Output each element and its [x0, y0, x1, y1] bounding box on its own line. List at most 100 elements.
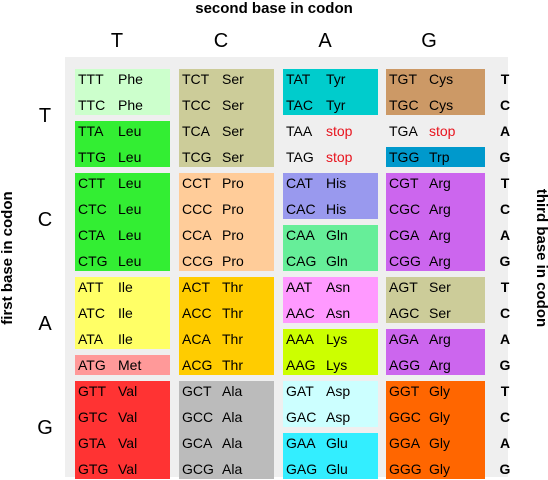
codon-label: AGA	[389, 331, 419, 347]
codon-cell-ctt: CTT Leu	[75, 173, 170, 199]
codon-cell-gat: GAT Asp	[283, 381, 378, 407]
amino-acid-label: Ile	[118, 279, 133, 295]
codon-label: GAA	[286, 435, 316, 451]
third-base-label-c-a: A	[499, 227, 511, 243]
amino-acid-label: Arg	[429, 227, 451, 243]
codon-label: CTA	[78, 227, 105, 243]
amino-acid-label: Gly	[429, 435, 450, 451]
codon-label: CCA	[182, 227, 212, 243]
amino-acid-label: Glu	[326, 461, 348, 477]
codon-cell-aag: AAG Lys	[283, 355, 378, 375]
amino-acid-label: Leu	[118, 149, 142, 165]
codon-cell-tcg: TCG Ser	[179, 147, 274, 167]
codon-cell-gaa: GAA Glu	[283, 433, 378, 459]
codon-cell-tgg: TGG Trp	[386, 147, 485, 167]
codon-label: TCC	[182, 97, 211, 113]
third-base-label-a-c: C	[499, 305, 511, 321]
second-base-header-a: A	[318, 30, 332, 52]
codon-cell-tca: TCA Ser	[179, 121, 274, 147]
codon-cell-acc: ACC Thr	[179, 303, 274, 329]
codon-cell-cta: CTA Leu	[75, 225, 170, 251]
amino-acid-label: Arg	[429, 357, 451, 373]
codon-cell-taa: TAA stop	[283, 121, 378, 141]
codon-label: ACA	[182, 331, 211, 347]
codon-label: TAA	[286, 123, 313, 139]
codon-cell-ttg: TTG Leu	[75, 147, 170, 167]
amino-acid-label: Leu	[118, 253, 142, 269]
third-base-label-c-t: T	[500, 175, 510, 191]
codon-label: CGA	[389, 227, 420, 243]
codon-label: CGT	[389, 175, 419, 191]
codon-label: GTA	[78, 435, 106, 451]
codon-cell-ccg: CCG Pro	[179, 251, 274, 271]
codon-cell-ggg: GGG Gly	[386, 459, 485, 479]
codon-label: GTT	[78, 383, 106, 399]
amino-acid-label: Thr	[222, 331, 243, 347]
amino-acid-label: Thr	[222, 357, 243, 373]
amino-acid-label: Arg	[429, 201, 451, 217]
amino-acid-label: Ala	[222, 435, 243, 451]
amino-acid-label: Tyr	[326, 71, 346, 87]
codon-label: TTT	[78, 71, 104, 87]
codon-label: TTA	[78, 123, 104, 139]
amino-acid-label: Thr	[222, 279, 243, 295]
third-base-label-t-a: A	[499, 123, 511, 139]
codon-cell-gga: GGA Gly	[386, 433, 485, 459]
codon-cell-tag: TAG stop	[283, 147, 378, 167]
amino-acid-label: Pro	[222, 253, 244, 269]
codon-cell-aac: AAC Asn	[283, 303, 378, 323]
codon-label: CAT	[286, 175, 313, 191]
codon-cell-gag: GAG Glu	[283, 459, 378, 479]
codon-cell-gtt: GTT Val	[75, 381, 170, 407]
codon-cell-aga: AGA Arg	[386, 329, 485, 355]
amino-acid-label: Met	[118, 357, 142, 373]
codon-cell-tct: TCT Ser	[179, 69, 274, 95]
codon-cell-aat: AAT Asn	[283, 277, 378, 303]
third-base-label-g-g: G	[499, 461, 511, 477]
codon-label: TGG	[389, 149, 420, 165]
codon-label: TAG	[286, 149, 314, 165]
amino-acid-label: Ile	[118, 305, 133, 321]
codon-label: GGA	[389, 435, 421, 451]
amino-acid-label: Ala	[222, 383, 243, 399]
codon-cell-atg: ATG Met	[75, 355, 170, 375]
codon-label: CCC	[182, 201, 213, 217]
amino-acid-label: Ser	[222, 71, 244, 87]
amino-acid-label: Leu	[118, 201, 142, 217]
codon-cell-tat: TAT Tyr	[283, 69, 378, 95]
codon-cell-cga: CGA Arg	[386, 225, 485, 251]
second-base-header-c: C	[213, 30, 229, 52]
codon-label: GCT	[182, 383, 212, 399]
second-base-header-g: G	[421, 30, 437, 52]
codon-label: ACT	[182, 279, 210, 295]
codon-label: AGT	[389, 279, 418, 295]
third-base-label-g-t: T	[500, 383, 510, 399]
codon-label: CAA	[286, 227, 315, 243]
amino-acid-label: Ser	[222, 149, 244, 165]
amino-acid-label: Arg	[429, 331, 451, 347]
codon-label: AGG	[389, 357, 421, 373]
first-base-title: first base in codon	[0, 191, 16, 325]
amino-acid-label: Arg	[429, 253, 451, 269]
second-base-header-t: T	[110, 30, 124, 52]
second-base-title: second base in codon	[195, 0, 353, 17]
codon-label: GGC	[389, 409, 421, 425]
third-base-label-a-g: G	[499, 357, 511, 373]
codon-label: TGT	[389, 71, 417, 87]
codon-label: GCC	[182, 409, 214, 425]
codon-cell-agc: AGC Ser	[386, 303, 485, 323]
amino-acid-label: Ser	[222, 97, 244, 113]
first-base-header-a: A	[38, 313, 52, 335]
codon-label: CGC	[389, 201, 421, 217]
codon-cell-ctg: CTG Leu	[75, 251, 170, 271]
codon-label: TGC	[389, 97, 419, 113]
codon-cell-gcg: GCG Ala	[179, 459, 274, 479]
amino-acid-label: Leu	[118, 123, 142, 139]
codon-cell-gta: GTA Val	[75, 433, 170, 459]
amino-acid-label: Arg	[429, 175, 451, 191]
codon-label: GTC	[78, 409, 108, 425]
third-base-label-t-t: T	[500, 71, 510, 87]
codon-label: GCA	[182, 435, 213, 451]
amino-acid-label: Asn	[326, 279, 351, 295]
amino-acid-label: Val	[118, 435, 138, 451]
